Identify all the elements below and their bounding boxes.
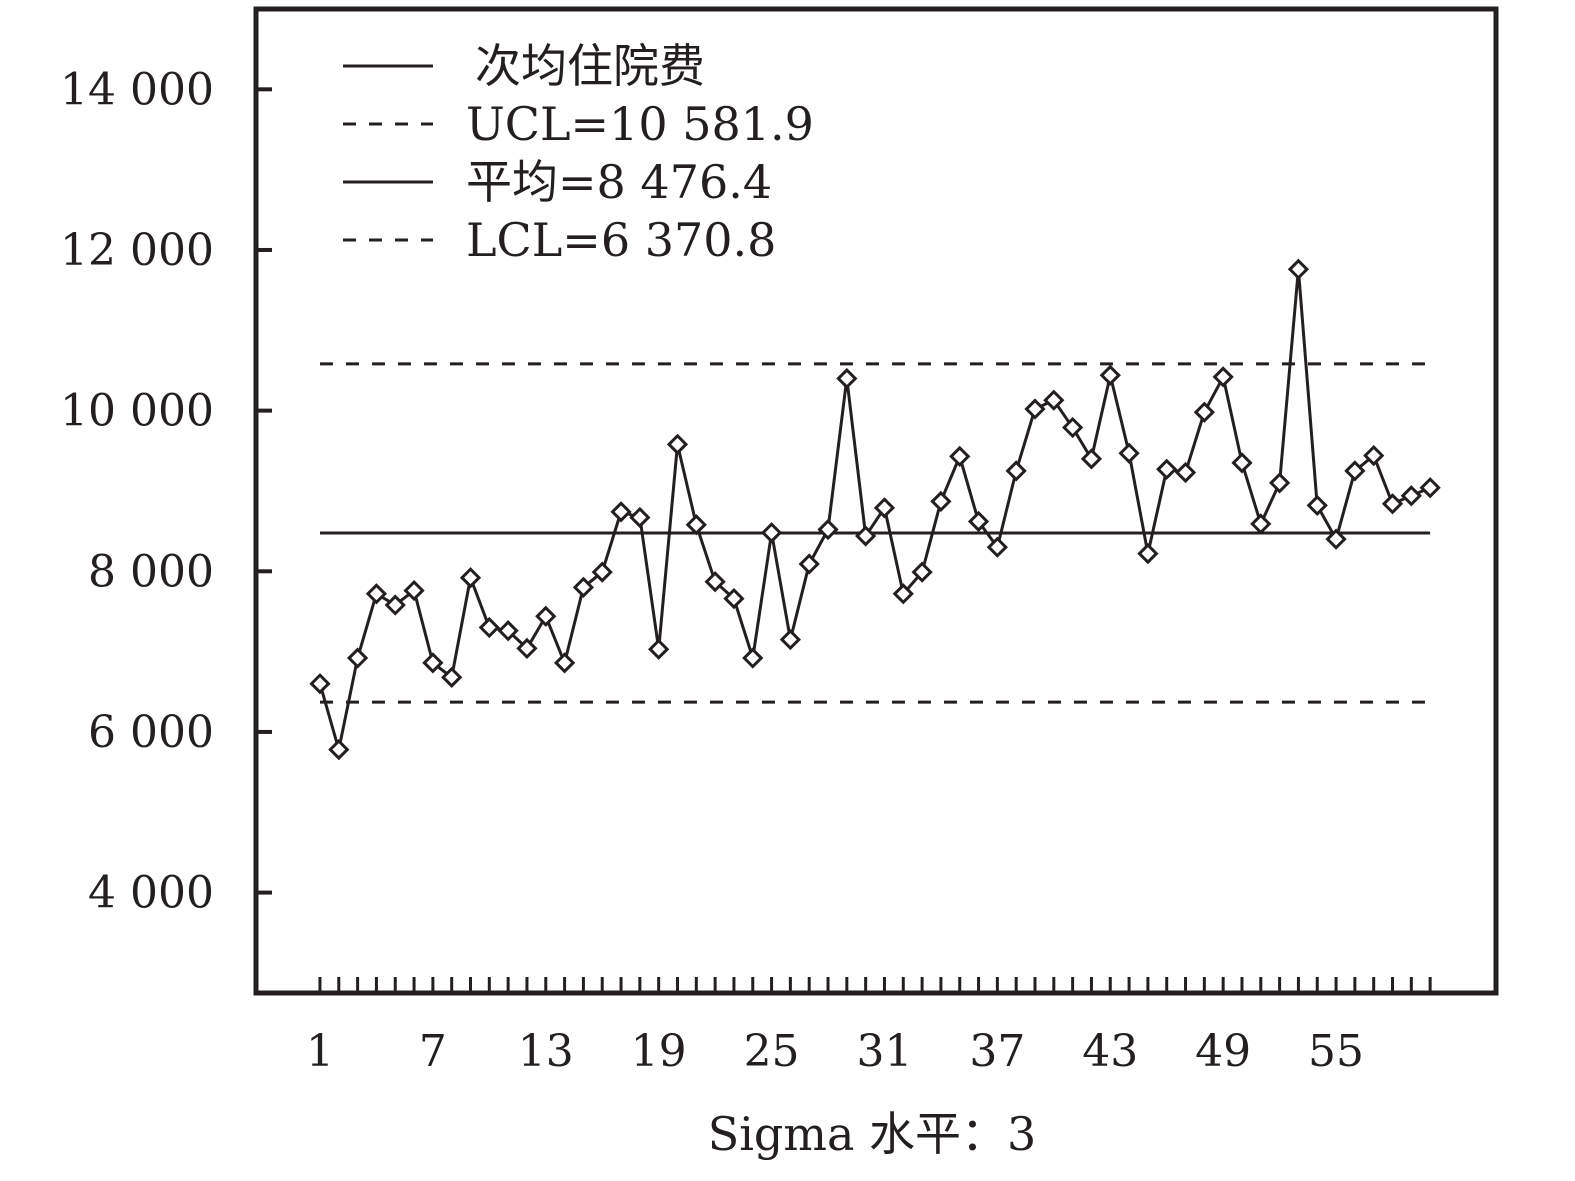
data-point bbox=[648, 638, 670, 660]
data-point bbox=[892, 583, 914, 605]
data-point bbox=[629, 506, 651, 529]
data-point bbox=[1024, 398, 1046, 420]
y-tick-label: 10 000 bbox=[60, 386, 214, 437]
data-point bbox=[1156, 458, 1178, 480]
data-point bbox=[441, 666, 463, 688]
data-point bbox=[836, 367, 858, 390]
data-point bbox=[1344, 460, 1366, 482]
y-tick-label: 4 000 bbox=[88, 868, 214, 919]
plot-frame bbox=[253, 6, 1499, 996]
data-point bbox=[1005, 460, 1027, 482]
y-tick-label: 8 000 bbox=[88, 546, 214, 597]
data-point bbox=[535, 605, 557, 627]
data-point bbox=[572, 576, 595, 598]
data-point bbox=[967, 510, 990, 533]
y-tick-label: 12 000 bbox=[60, 225, 214, 276]
data-point bbox=[1250, 513, 1272, 535]
x-axis: 1 7 13 19 25 31 37 43 49 55 bbox=[306, 977, 1432, 1077]
x-tick-label: 19 bbox=[631, 1026, 687, 1077]
legend-label: 平均=8 476.4 bbox=[466, 155, 772, 209]
series-group bbox=[309, 258, 1441, 761]
data-point bbox=[365, 583, 388, 605]
data-point bbox=[685, 514, 707, 536]
data-point bbox=[798, 553, 820, 575]
data-point bbox=[779, 628, 802, 651]
x-tick-label: 7 bbox=[419, 1026, 447, 1077]
data-point bbox=[930, 490, 952, 513]
y-tick-label: 14 000 bbox=[60, 64, 214, 115]
x-tick-label: 13 bbox=[518, 1026, 574, 1077]
data-point bbox=[1400, 485, 1422, 507]
data-point bbox=[610, 501, 632, 523]
x-axis-title: Sigma 水平：3 bbox=[708, 1107, 1037, 1161]
data-point bbox=[873, 497, 896, 519]
y-tick-label: 6 000 bbox=[88, 707, 214, 758]
x-tick-label: 31 bbox=[856, 1026, 912, 1077]
data-point bbox=[1268, 472, 1291, 494]
data-point bbox=[459, 567, 482, 589]
x-tick-label: 43 bbox=[1082, 1026, 1138, 1077]
data-point bbox=[1118, 442, 1140, 464]
data-point bbox=[817, 518, 839, 541]
data-point bbox=[1306, 494, 1328, 517]
data-point bbox=[1419, 477, 1441, 499]
data-point bbox=[478, 616, 500, 639]
data-point bbox=[1043, 389, 1065, 411]
y-axis: 4 000 6 000 8 000 10 000 12 000 14 000 bbox=[60, 64, 272, 919]
data-point bbox=[911, 561, 933, 583]
data-point bbox=[553, 652, 576, 674]
data-point bbox=[1381, 493, 1404, 515]
data-point bbox=[591, 561, 613, 583]
data-point bbox=[986, 536, 1008, 558]
data-point bbox=[497, 620, 519, 642]
x-tick-label: 25 bbox=[744, 1026, 800, 1077]
data-point bbox=[516, 637, 538, 660]
data-point bbox=[666, 433, 689, 455]
data-point bbox=[723, 587, 745, 610]
legend-label: UCL=10 581.9 bbox=[466, 97, 814, 151]
data-point bbox=[1193, 401, 1215, 423]
data-point bbox=[1099, 364, 1121, 386]
data-point bbox=[1287, 258, 1310, 280]
data-point bbox=[346, 647, 369, 669]
data-point bbox=[760, 522, 783, 544]
data-point bbox=[1062, 416, 1084, 439]
data-point bbox=[422, 652, 444, 674]
legend-label: LCL=6 370.8 bbox=[466, 213, 776, 267]
x-tick-label: 55 bbox=[1308, 1026, 1364, 1077]
data-point bbox=[1137, 542, 1159, 565]
data-point bbox=[309, 673, 331, 695]
data-point bbox=[403, 579, 425, 602]
data-point bbox=[328, 738, 350, 761]
data-point bbox=[742, 647, 764, 669]
legend-label: 次均住院费 bbox=[475, 39, 705, 93]
data-point bbox=[1080, 448, 1103, 470]
data-point bbox=[1325, 528, 1347, 550]
x-tick-label: 37 bbox=[969, 1026, 1025, 1077]
data-point bbox=[1231, 452, 1253, 474]
x-tick-label: 1 bbox=[306, 1026, 334, 1077]
data-point bbox=[949, 445, 971, 468]
x-tick-label: 49 bbox=[1195, 1026, 1251, 1077]
data-point bbox=[384, 594, 406, 616]
data-point bbox=[1363, 444, 1385, 467]
data-point bbox=[704, 571, 726, 593]
data-point bbox=[1174, 461, 1197, 484]
control-lines bbox=[319, 362, 1431, 704]
data-point bbox=[1212, 366, 1234, 388]
data-point bbox=[855, 525, 877, 547]
series-line bbox=[318, 269, 1431, 751]
